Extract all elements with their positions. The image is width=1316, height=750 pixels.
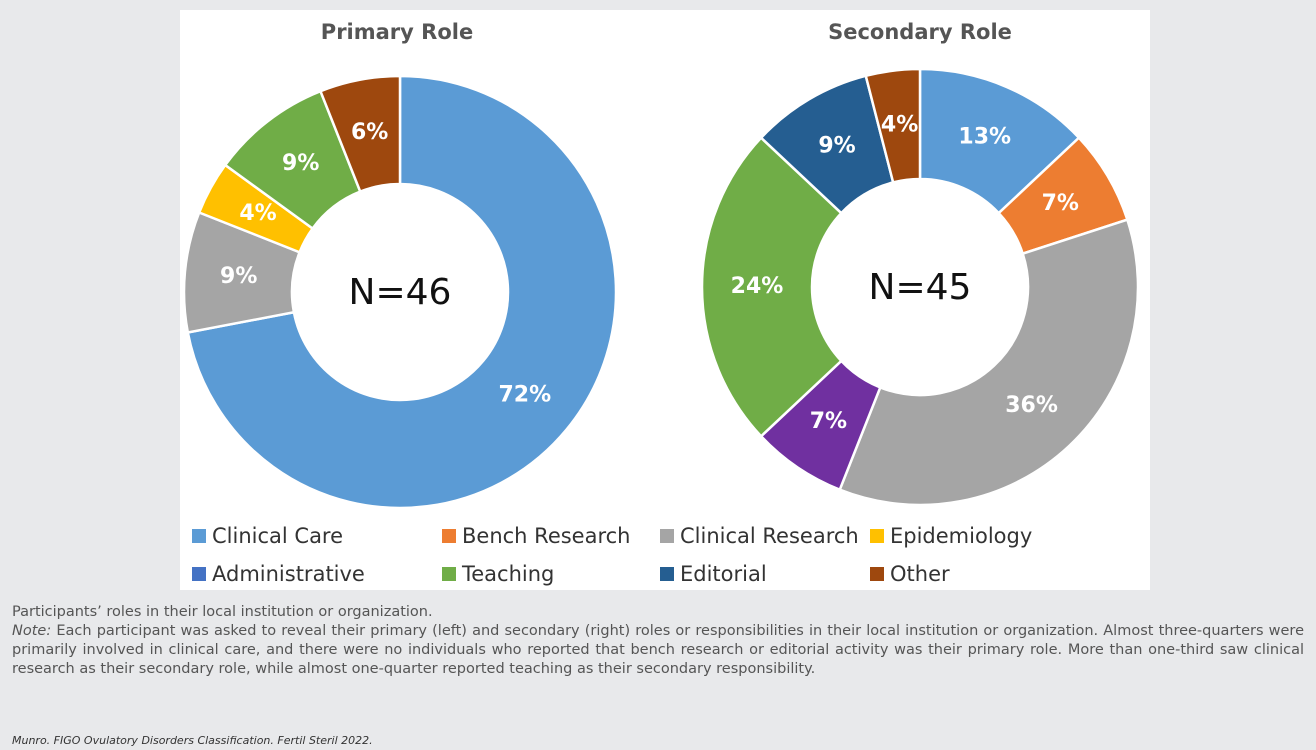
slice-label: 13% <box>958 124 1011 149</box>
slice-label: 72% <box>498 382 551 407</box>
legend-swatch <box>870 567 884 581</box>
donut-slice <box>318 74 402 194</box>
slice-label: 36% <box>1005 393 1058 418</box>
legend-swatch <box>442 529 456 543</box>
slice-label: 7% <box>810 409 847 434</box>
slice-label: 4% <box>881 112 918 137</box>
legend-label: Clinical Care <box>212 524 343 548</box>
legend-label: Other <box>890 562 950 586</box>
donut-slice <box>838 218 1140 507</box>
legend-label: Bench Research <box>462 524 631 548</box>
slice-label: 9% <box>282 151 319 176</box>
legend-label: Administrative <box>212 562 365 586</box>
donut-slice <box>186 74 618 510</box>
slice-label: 6% <box>351 120 388 145</box>
legend-swatch <box>870 529 884 543</box>
legend-label: Clinical Research <box>680 524 859 548</box>
note-text: Each participant was asked to reveal the… <box>12 623 1304 677</box>
donut-slice <box>700 136 844 438</box>
center-label: N=45 <box>869 267 972 308</box>
chart-title: Secondary Role <box>828 20 1012 44</box>
legend-label: Teaching <box>461 562 554 586</box>
slice-label: 4% <box>239 201 276 226</box>
slice-label: 7% <box>1042 191 1079 216</box>
legend-label: Epidemiology <box>890 524 1032 548</box>
slice-label: 9% <box>220 264 257 289</box>
note-label: Note: <box>12 623 52 639</box>
caption-note: Note: Each participant was asked to reve… <box>12 622 1304 679</box>
slice-label: 24% <box>731 274 784 299</box>
legend-swatch <box>442 567 456 581</box>
legend-swatch <box>192 567 206 581</box>
legend-swatch <box>192 529 206 543</box>
chart-title: Primary Role <box>321 20 473 44</box>
legend-swatch <box>660 567 674 581</box>
center-label: N=46 <box>349 272 452 313</box>
legend-swatch <box>660 529 674 543</box>
legend-label: Editorial <box>680 562 767 586</box>
donut-slice <box>864 67 922 184</box>
caption-title: Participants’ roles in their local insti… <box>12 604 433 620</box>
slice-label: 9% <box>818 134 855 159</box>
caption-source: Munro. FIGO Ovulatory Disorders Classifi… <box>12 734 373 747</box>
